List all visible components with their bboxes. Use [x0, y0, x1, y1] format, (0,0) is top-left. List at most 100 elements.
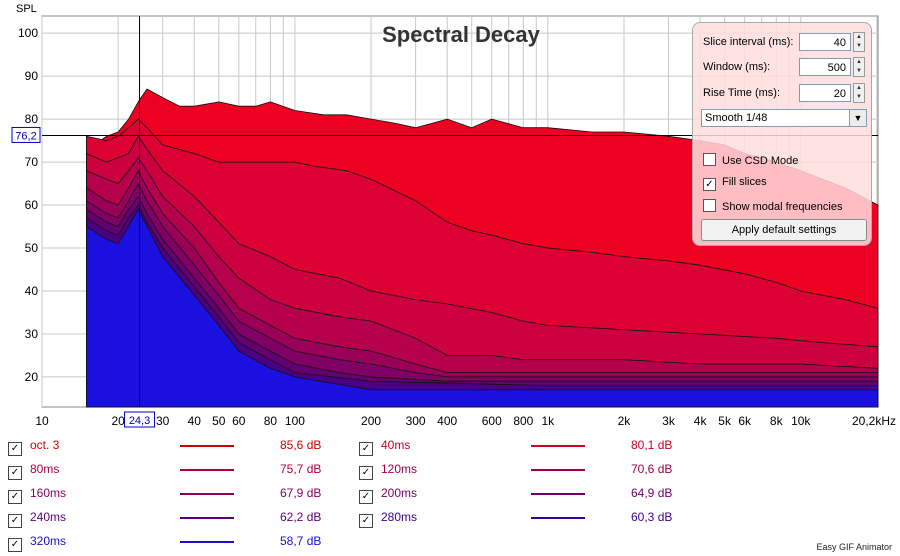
x-tick-label: 2k: [618, 414, 632, 428]
slice-interval-input[interactable]: 40: [799, 33, 851, 51]
legend-swatch: [531, 445, 585, 447]
x-tick-label: 200: [361, 414, 381, 428]
legend-item[interactable]: ✓ 320ms 58,7 dB: [8, 534, 348, 552]
legend-value: 62,2 dB: [280, 510, 322, 524]
y-tick-label: 30: [25, 327, 39, 341]
checkmark-icon[interactable]: ✓: [359, 466, 373, 480]
modal-frequencies-checkbox[interactable]: Show modal frequencies: [703, 199, 842, 213]
cursor-y-readout: 76,2: [15, 130, 36, 142]
checkmark-icon[interactable]: ✓: [359, 442, 373, 456]
y-tick-label: 100: [18, 26, 38, 40]
legend-swatch: [531, 493, 585, 495]
x-tick-label: 1k: [542, 414, 556, 428]
legend-item[interactable]: ✓ 40ms 80,1 dB: [359, 438, 699, 456]
y-tick-label: 60: [25, 198, 39, 212]
checkmark-icon[interactable]: ✓: [359, 490, 373, 504]
checkmark-icon[interactable]: ✓: [8, 466, 22, 480]
legend-item[interactable]: ✓ 240ms 62,2 dB: [8, 510, 348, 528]
decay-slices: [86, 88, 879, 408]
rise-time-stepper[interactable]: ▲ ▼: [853, 83, 865, 103]
legend-label: 240ms: [30, 510, 67, 524]
y-tick-label: 70: [25, 155, 39, 169]
x-tick-label: 100: [285, 414, 305, 428]
x-tick-label: 800: [513, 414, 533, 428]
legend-value: 75,7 dB: [280, 462, 322, 476]
x-tick-label: 3k: [662, 414, 676, 428]
legend-value: 80,1 dB: [631, 438, 673, 452]
legend-value: 70,6 dB: [631, 462, 673, 476]
checkmark-icon[interactable]: ✓: [359, 514, 373, 528]
legend-swatch: [180, 541, 234, 543]
legend-value: 67,9 dB: [280, 486, 322, 500]
cursor-x-box: [124, 411, 156, 428]
x-tick-label: 20,2kHz: [852, 414, 896, 428]
checkbox-box[interactable]: [703, 199, 716, 212]
legend-value: 85,6 dB: [280, 438, 322, 452]
x-tick-label: 6k: [738, 414, 752, 428]
smoothing-value: Smooth 1/48: [705, 112, 768, 124]
x-tick-label: 5k: [718, 414, 732, 428]
footer-watermark: Easy GIF Animator: [816, 542, 892, 552]
legend-swatch: [180, 445, 234, 447]
legend-value: 60,3 dB: [631, 510, 673, 524]
legend-item[interactable]: ✓ 160ms 67,9 dB: [8, 486, 348, 504]
slice-interval-stepper[interactable]: ▲ ▼: [853, 32, 865, 52]
legend-label: 80ms: [30, 462, 60, 476]
legend-label: 280ms: [381, 510, 418, 524]
y-tick-label: 80: [25, 112, 39, 126]
y-tick-label: 40: [25, 284, 39, 298]
x-tick-label: 400: [437, 414, 457, 428]
smoothing-select[interactable]: Smooth 1/48 ▼: [701, 109, 867, 127]
x-tick-label: 80: [264, 414, 278, 428]
apply-default-settings-button[interactable]: Apply default settings: [701, 219, 867, 241]
legend-swatch: [531, 517, 585, 519]
cursor-x-readout: 24,3: [129, 415, 150, 427]
legend-label: 160ms: [30, 486, 67, 500]
settings-panel: Slice interval (ms): 40 ▲ ▼ Window (ms): …: [692, 22, 872, 246]
chart-title: Spectral Decay: [382, 22, 541, 47]
use-csd-label: Use CSD Mode: [722, 155, 799, 167]
x-tick-label: 10: [35, 414, 49, 428]
checkmark-icon[interactable]: ✓: [8, 442, 22, 456]
legend-item[interactable]: ✓ 280ms 60,3 dB: [359, 510, 699, 528]
y-tick-label: 20: [25, 370, 39, 384]
slice-interval-label: Slice interval (ms):: [703, 36, 794, 48]
x-tick-label: 300: [406, 414, 426, 428]
legend-swatch: [180, 517, 234, 519]
decay-slice: [86, 209, 879, 408]
legend-swatch: [180, 469, 234, 471]
legend-label: oct. 3: [30, 438, 60, 452]
legend-swatch: [531, 469, 585, 471]
checkbox-box[interactable]: [703, 153, 716, 166]
y-axis-label: SPL: [16, 3, 37, 15]
legend-label: 40ms: [381, 438, 411, 452]
decay-slice: [86, 183, 879, 408]
rise-time-label: Rise Time (ms):: [703, 87, 780, 99]
legend-label: 120ms: [381, 462, 418, 476]
checkmark-icon[interactable]: ✓: [8, 538, 22, 552]
legend-item[interactable]: ✓ oct. 3 85,6 dB: [8, 438, 348, 456]
legend-value: 64,9 dB: [631, 486, 673, 500]
checkmark-icon[interactable]: ✓: [8, 514, 22, 528]
window-stepper[interactable]: ▲ ▼: [853, 57, 865, 77]
y-tick-label: 50: [25, 241, 39, 255]
x-tick-label: 20: [111, 414, 125, 428]
fill-slices-checkbox[interactable]: ✓ Fill slices: [703, 176, 767, 191]
legend-item[interactable]: ✓ 120ms 70,6 dB: [359, 462, 699, 480]
rise-time-input[interactable]: 20: [799, 84, 851, 102]
chevron-down-icon[interactable]: ▼: [849, 110, 866, 126]
legend-label: 320ms: [30, 534, 67, 548]
modal-frequencies-label: Show modal frequencies: [722, 201, 843, 213]
legend-swatch: [180, 493, 234, 495]
x-tick-label: 10k: [791, 414, 811, 428]
legend-item[interactable]: ✓ 200ms 64,9 dB: [359, 486, 699, 504]
window-input[interactable]: 500: [799, 58, 851, 76]
y-tick-label: 90: [25, 69, 39, 83]
checkmark-icon[interactable]: ✓: [703, 178, 716, 191]
window-label: Window (ms):: [703, 61, 771, 73]
x-tick-label: 8k: [770, 414, 784, 428]
legend-item[interactable]: ✓ 80ms 75,7 dB: [8, 462, 348, 480]
checkmark-icon[interactable]: ✓: [8, 490, 22, 504]
fill-slices-label: Fill slices: [722, 176, 767, 188]
use-csd-checkbox[interactable]: Use CSD Mode: [703, 153, 798, 167]
